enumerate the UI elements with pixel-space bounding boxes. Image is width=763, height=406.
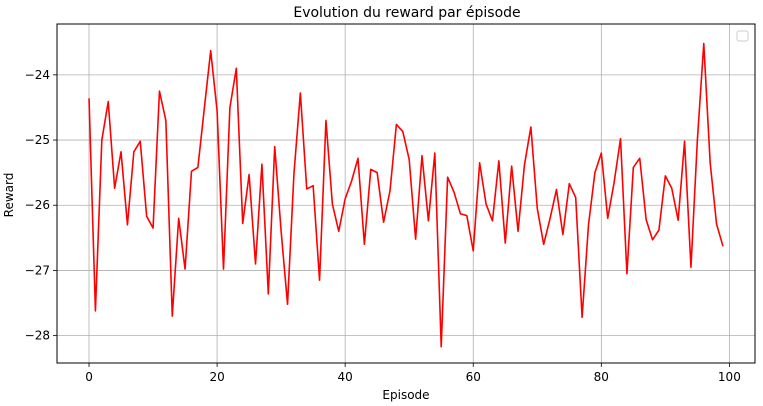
y-tick-label: −24: [25, 68, 50, 82]
y-tick-label: −25: [25, 133, 50, 147]
reward-line: [88, 42, 724, 348]
series-group: [88, 42, 724, 348]
y-axis-label: Reward: [2, 173, 16, 218]
y-tick-label: −28: [25, 329, 50, 343]
chart-title: Evolution du reward par épisode: [293, 5, 520, 21]
x-axis-ticks: 0 20 40 60 80 100: [85, 363, 741, 384]
x-tick-label: 0: [85, 370, 93, 384]
x-tick-label: 80: [594, 370, 609, 384]
x-axis-label: Episode: [382, 388, 429, 402]
y-tick-label: −27: [25, 263, 50, 277]
y-axis-ticks: −28 −27 −26 −25 −24: [25, 68, 57, 343]
x-tick-label: 60: [466, 370, 481, 384]
x-tick-label: 100: [718, 370, 741, 384]
x-tick-label: 40: [338, 370, 353, 384]
grid-lines: [57, 24, 755, 363]
y-tick-label: −26: [25, 198, 50, 212]
x-tick-label: 20: [209, 370, 224, 384]
plot-frame: [56, 23, 756, 364]
legend-box: [736, 30, 749, 42]
